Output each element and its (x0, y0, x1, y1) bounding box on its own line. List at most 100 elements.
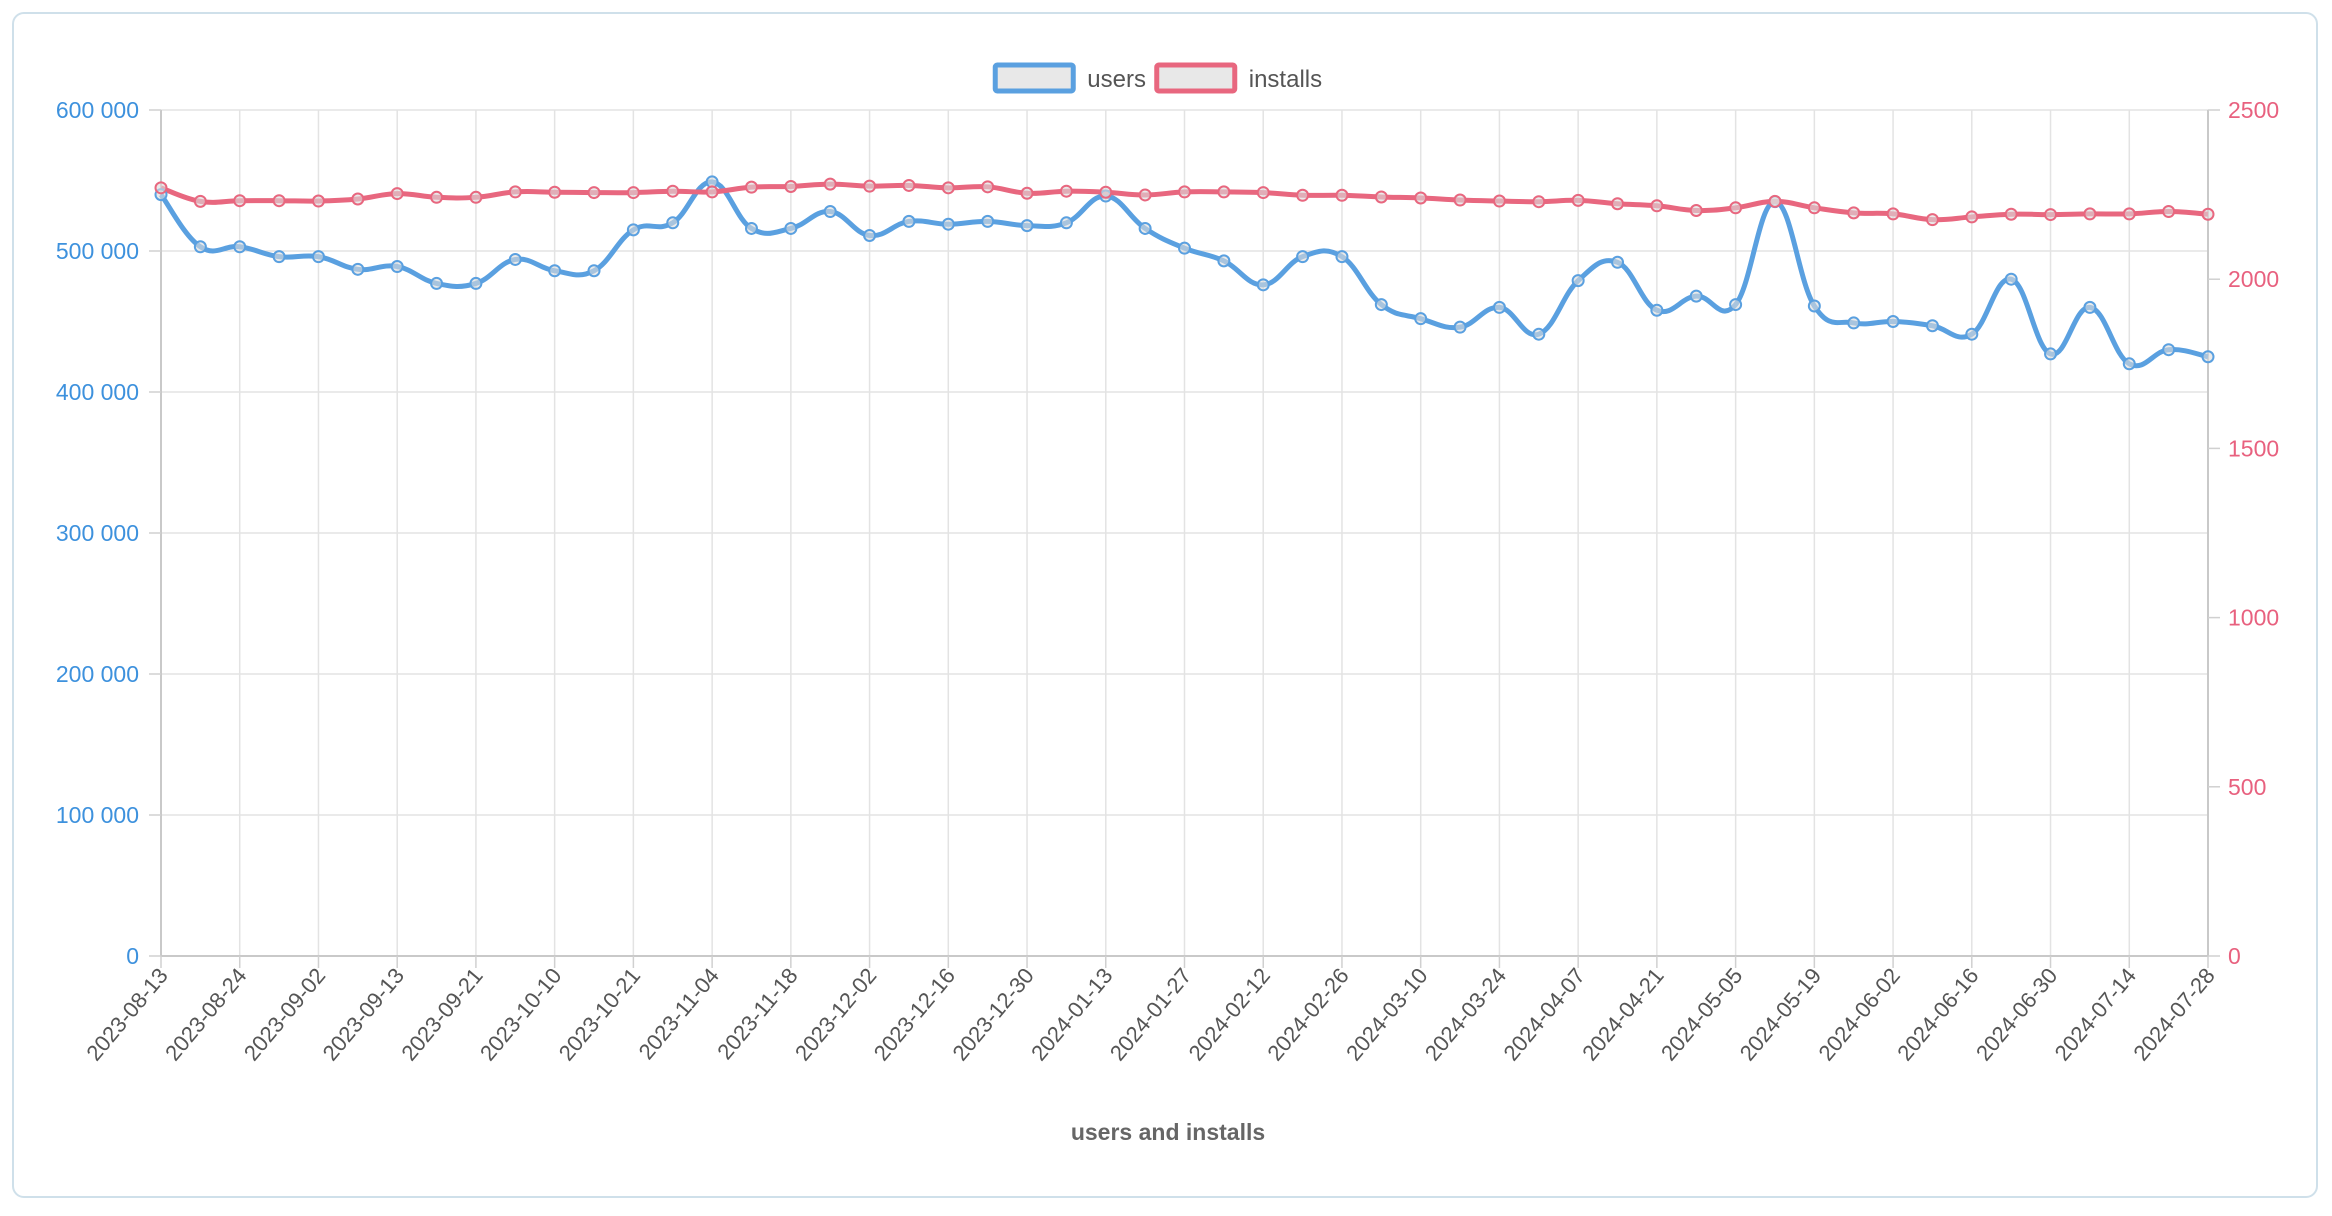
installs-data-point[interactable] (351, 192, 365, 206)
users-data-point[interactable] (1178, 241, 1191, 255)
installs-data-point[interactable] (311, 194, 325, 208)
installs-data-point[interactable] (981, 180, 995, 194)
installs-data-point[interactable] (587, 186, 601, 200)
users-data-point[interactable] (1650, 303, 1664, 317)
installs-data-point[interactable] (1178, 185, 1191, 199)
users-data-point[interactable] (2083, 300, 2097, 314)
installs-data-point[interactable] (2162, 205, 2176, 219)
users-data-point[interactable] (311, 250, 325, 264)
installs-data-point[interactable] (666, 184, 680, 198)
installs-data-point[interactable] (705, 185, 719, 199)
users-data-point[interactable] (430, 276, 444, 290)
users-data-point[interactable] (1296, 250, 1310, 264)
installs-data-point[interactable] (1099, 185, 1113, 199)
installs-data-point[interactable] (2044, 208, 2058, 222)
installs-data-point[interactable] (1729, 201, 1743, 215)
users-data-point[interactable] (902, 214, 916, 228)
installs-data-point[interactable] (626, 186, 640, 200)
installs-data-point[interactable] (390, 187, 404, 201)
installs-data-point[interactable] (2122, 207, 2136, 221)
installs-data-point[interactable] (823, 177, 837, 191)
installs-data-point[interactable] (1571, 193, 1585, 207)
users-data-point[interactable] (2004, 272, 2018, 286)
installs-data-point[interactable] (430, 190, 444, 204)
users-data-point[interactable] (351, 262, 365, 276)
users-data-point[interactable] (1414, 312, 1428, 326)
users-data-point[interactable] (508, 252, 522, 266)
users-data-point[interactable] (1965, 327, 1979, 341)
users-data-point[interactable] (233, 240, 247, 254)
users-data-point[interactable] (1807, 299, 1821, 313)
users-data-point[interactable] (1020, 219, 1034, 233)
installs-data-point[interactable] (1138, 188, 1152, 202)
installs-data-point[interactable] (1650, 199, 1664, 213)
users-data-point[interactable] (2162, 343, 2176, 357)
installs-data-point[interactable] (1847, 206, 1861, 220)
users-data-point[interactable] (823, 205, 837, 219)
installs-data-point[interactable] (548, 185, 562, 199)
users-data-point[interactable] (1059, 216, 1073, 230)
users-data-point[interactable] (390, 260, 404, 274)
users-data-point[interactable] (272, 250, 286, 264)
users-data-point[interactable] (744, 221, 758, 235)
users-data-point[interactable] (587, 264, 601, 278)
users-data-point[interactable] (941, 217, 955, 231)
installs-data-point[interactable] (2004, 207, 2018, 221)
installs-data-point[interactable] (1886, 207, 1900, 221)
installs-data-point[interactable] (1335, 188, 1349, 202)
installs-data-point[interactable] (154, 181, 168, 195)
users-data-point[interactable] (1138, 221, 1152, 235)
users-data-point[interactable] (1689, 289, 1703, 303)
installs-data-point[interactable] (233, 194, 247, 208)
installs-data-point[interactable] (193, 194, 207, 208)
installs-data-point[interactable] (1217, 185, 1231, 199)
users-data-point[interactable] (548, 264, 562, 278)
users-data-point[interactable] (784, 221, 798, 235)
installs-data-point[interactable] (508, 185, 522, 199)
users-data-point[interactable] (1925, 319, 1939, 333)
installs-data-point[interactable] (1256, 186, 1270, 200)
users-data-point[interactable] (1335, 250, 1349, 264)
installs-data-point[interactable] (941, 181, 955, 195)
installs-data-point[interactable] (1453, 193, 1467, 207)
installs-data-point[interactable] (863, 179, 877, 193)
installs-data-point[interactable] (1059, 184, 1073, 198)
users-data-point[interactable] (1611, 255, 1625, 269)
users-data-point[interactable] (981, 214, 995, 228)
installs-data-point[interactable] (1492, 194, 1506, 208)
installs-data-point[interactable] (1374, 190, 1388, 204)
installs-data-point[interactable] (1414, 191, 1428, 205)
users-data-point[interactable] (193, 240, 207, 254)
users-data-point[interactable] (1256, 278, 1270, 292)
installs-data-point[interactable] (784, 179, 798, 193)
users-data-point[interactable] (1217, 254, 1231, 268)
users-data-point[interactable] (626, 223, 640, 237)
legend-item-installs[interactable]: installs (1154, 62, 1322, 94)
users-data-point[interactable] (2044, 347, 2058, 361)
installs-data-point[interactable] (2201, 207, 2215, 221)
installs-data-point[interactable] (1611, 197, 1625, 211)
users-data-point[interactable] (1571, 274, 1585, 288)
users-data-point[interactable] (666, 216, 680, 230)
installs-data-point[interactable] (902, 178, 916, 192)
users-data-point[interactable] (1729, 298, 1743, 312)
installs-data-point[interactable] (1925, 213, 1939, 227)
users-data-point[interactable] (1847, 316, 1861, 330)
users-data-point[interactable] (1453, 320, 1467, 334)
installs-data-point[interactable] (1296, 188, 1310, 202)
installs-data-point[interactable] (744, 180, 758, 194)
installs-data-point[interactable] (1689, 204, 1703, 218)
users-data-point[interactable] (1374, 298, 1388, 312)
users-data-point[interactable] (2122, 357, 2136, 371)
users-data-point[interactable] (863, 228, 877, 242)
users-data-point[interactable] (469, 276, 483, 290)
legend[interactable]: users installs (992, 62, 1322, 94)
installs-data-point[interactable] (1768, 194, 1782, 208)
installs-data-point[interactable] (1532, 195, 1546, 209)
users-data-point[interactable] (1886, 315, 1900, 328)
installs-data-point[interactable] (2083, 207, 2097, 221)
users-data-point[interactable] (1532, 327, 1546, 341)
installs-data-point[interactable] (1965, 210, 1979, 224)
installs-data-point[interactable] (1807, 201, 1821, 215)
installs-data-point[interactable] (272, 194, 286, 208)
